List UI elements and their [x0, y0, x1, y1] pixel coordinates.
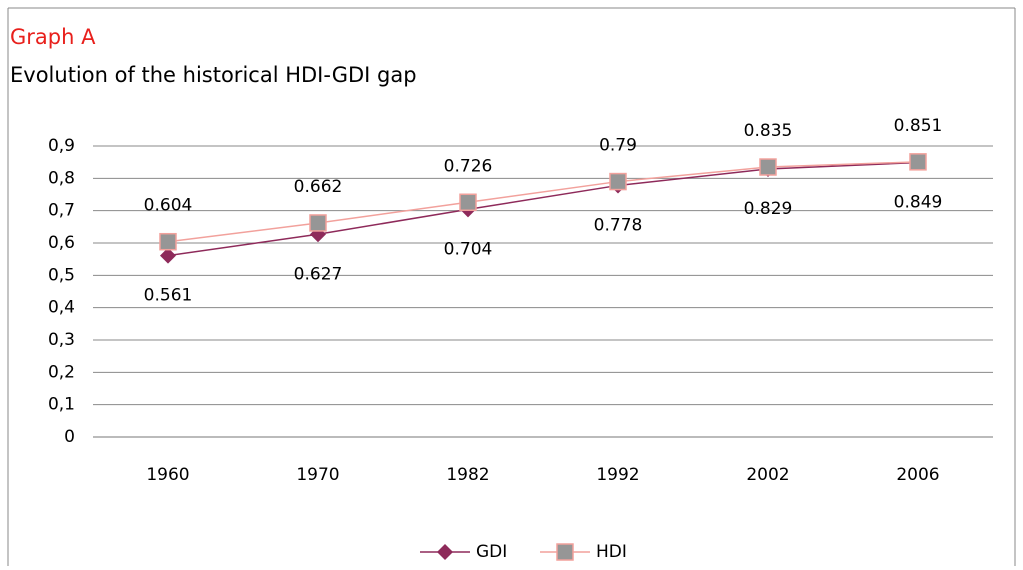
point: [437, 544, 453, 560]
y-tick-label: 0,1: [48, 395, 75, 415]
point: [459, 193, 477, 212]
data-label: 0.627: [294, 264, 343, 284]
y-tick-label: 0,5: [48, 265, 75, 285]
point: [309, 214, 327, 232]
y-tick-label: 0,2: [48, 362, 75, 382]
data-label: 0.662: [294, 177, 343, 197]
x-tick-label: 2006: [896, 465, 939, 485]
data-label: 0.835: [744, 121, 793, 141]
series-line: [167, 161, 919, 257]
x-tick-label: 2002: [746, 465, 789, 485]
series-line: [167, 161, 919, 243]
data-label: 0.849: [894, 192, 943, 212]
y-tick-label: 0,9: [48, 136, 75, 156]
point: [759, 158, 777, 176]
data-label: 0.604: [144, 196, 193, 216]
legend-label: GDI: [476, 542, 507, 562]
x-tick-label: 1960: [146, 465, 189, 485]
x-tick-label: 1970: [296, 465, 339, 485]
data-label: 0.726: [444, 156, 493, 176]
data-label: 0.561: [144, 286, 193, 306]
y-tick-label: 0,7: [48, 201, 75, 221]
y-tick-label: 0,8: [48, 168, 75, 188]
x-tick-label: 1982: [446, 465, 489, 485]
point: [160, 247, 176, 264]
data-label: 0.79: [599, 136, 637, 156]
y-tick-label: 0,6: [48, 233, 75, 253]
data-label: 0.851: [894, 116, 943, 136]
chart-title: Graph A: [10, 25, 96, 49]
data-label: 0.778: [594, 215, 643, 235]
data-label: 0.829: [744, 199, 793, 219]
y-tick-label: 0,4: [48, 298, 75, 318]
data-label: 0.704: [444, 239, 493, 259]
y-tick-label: 0,3: [48, 330, 75, 350]
x-tick-label: 1992: [596, 465, 639, 485]
point: [556, 543, 574, 561]
point: [609, 172, 627, 191]
y-tick-label: 0: [64, 427, 75, 447]
legend-label: HDI: [596, 542, 627, 562]
point: [159, 232, 177, 251]
chart-subtitle: Evolution of the historical HDI-GDI gap: [10, 63, 417, 87]
point: [909, 153, 927, 171]
